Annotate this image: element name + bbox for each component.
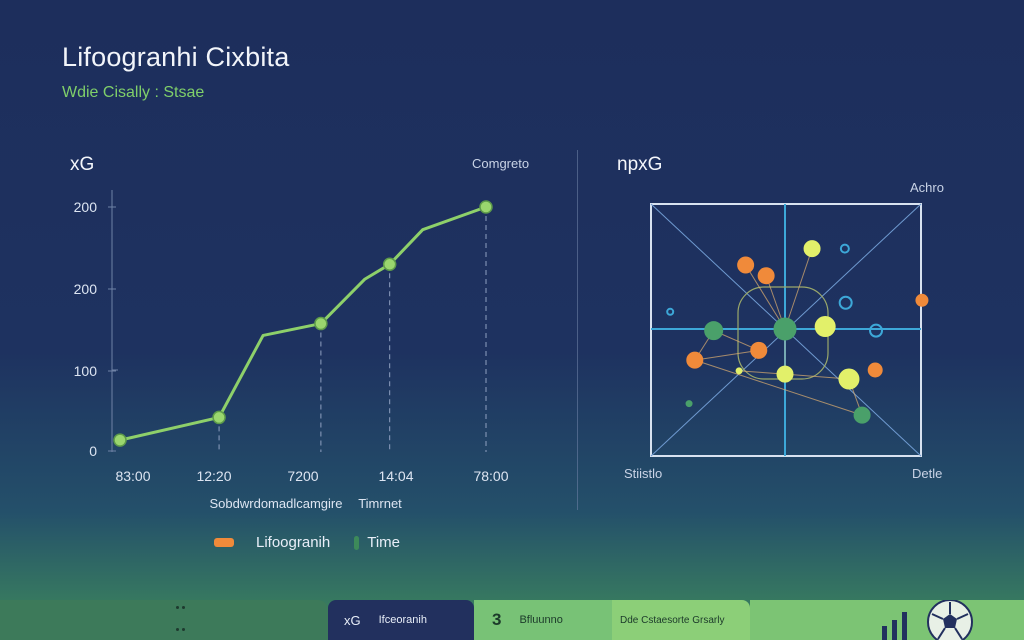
scatter-chart-title: npxG bbox=[617, 154, 663, 175]
scatter-point bbox=[803, 240, 821, 258]
bottom-bar-right bbox=[750, 600, 1024, 640]
page-title: Lifoogranhi Cixbita bbox=[62, 42, 290, 72]
scatter-point bbox=[750, 341, 768, 359]
scatter-point bbox=[685, 400, 693, 408]
line-data-point bbox=[212, 410, 226, 425]
line-y-tick-label: 0 bbox=[89, 443, 97, 459]
bottom-tab-3[interactable]: 3 Bfluunno bbox=[474, 600, 612, 640]
scatter-link bbox=[694, 359, 863, 416]
line-x-tick-label: 7200 bbox=[287, 468, 318, 484]
scatter-point bbox=[757, 267, 775, 285]
line-data-point bbox=[113, 433, 127, 447]
line-chart-title: xG bbox=[70, 154, 95, 175]
line-y-tick-label: 200 bbox=[74, 199, 98, 215]
scatter-link bbox=[784, 373, 849, 380]
line-x-axis-label: Sobdwrdomadlcamgire bbox=[210, 496, 343, 511]
scatter-point bbox=[737, 256, 755, 274]
bottom-tab-3-number: 3 bbox=[492, 610, 502, 629]
line-data-point bbox=[479, 200, 493, 214]
legend-swatch-orange bbox=[214, 538, 234, 547]
scatter-point bbox=[867, 362, 883, 378]
scatter-point bbox=[838, 368, 860, 390]
bottom-tab-xg-text: Ifceoranih bbox=[378, 614, 427, 626]
scatter-point bbox=[915, 293, 929, 307]
scatter-point bbox=[686, 351, 704, 369]
soccer-ball-icon bbox=[927, 600, 973, 640]
legend-label-series1: Lifoogranih bbox=[256, 534, 331, 551]
line-x-tick-label: 12:20 bbox=[196, 468, 231, 484]
scatter-point bbox=[735, 367, 743, 375]
bar-icon-1 bbox=[882, 626, 887, 640]
bottom-tab-3-text: Bfluunno bbox=[519, 614, 563, 626]
line-data-point bbox=[382, 257, 397, 272]
scatter-point bbox=[838, 295, 853, 310]
scatter-link bbox=[784, 248, 813, 330]
line-x-tick-label: 78:00 bbox=[473, 468, 508, 484]
line-series bbox=[119, 205, 487, 442]
scatter-corner-top: Achro bbox=[910, 180, 944, 195]
scatter-point bbox=[839, 243, 850, 254]
page-subtitle: Wdie Cisally : Stsae bbox=[62, 84, 205, 101]
line-x-tick-label: 83:00 bbox=[115, 468, 150, 484]
scatter-corner-bottom-right: Detle bbox=[912, 466, 943, 481]
line-x-tick-label: 14:04 bbox=[378, 468, 413, 484]
scatter-point bbox=[814, 316, 836, 338]
line-chart-corner-label: Comgreto bbox=[472, 156, 530, 171]
scatter-point bbox=[704, 321, 724, 341]
bottom-tab-xg[interactable]: xG Ifceoranih bbox=[328, 600, 474, 640]
line-x-axis-label-2: Timrnet bbox=[358, 496, 402, 511]
bottom-tab-status[interactable]: Dde Cstaesorte Grsarly bbox=[612, 600, 750, 640]
bottom-bar-decor bbox=[882, 600, 973, 640]
scatter-point bbox=[776, 365, 794, 383]
line-y-tick-label: 200 bbox=[74, 281, 98, 297]
bottom-tab-xg-label: xG bbox=[344, 612, 361, 628]
scatter-point bbox=[666, 307, 675, 316]
line-y-tick-label: 100 bbox=[74, 363, 98, 379]
bottom-bar-left bbox=[0, 600, 328, 640]
legend-swatch-green bbox=[354, 535, 360, 550]
legend-label-series2: Time bbox=[367, 534, 401, 551]
scatter-point bbox=[869, 323, 884, 338]
line-data-point bbox=[314, 316, 328, 331]
scatter-corner-bottom-left: Stiistlo bbox=[624, 466, 663, 481]
scatter-link bbox=[694, 349, 759, 361]
bar-icon-2 bbox=[892, 620, 897, 640]
scatter-link bbox=[745, 264, 786, 330]
bar-icon-3 bbox=[902, 612, 907, 640]
bottom-tab-status-text: Dde Cstaesorte Grsarly bbox=[620, 614, 725, 626]
legend: Lifoogranih Time bbox=[214, 534, 400, 551]
panel-divider bbox=[577, 150, 578, 510]
bottom-bar: xG Ifceoranih 3 Bfluunno Dde Cstaesorte … bbox=[0, 600, 1024, 640]
scatter-point bbox=[773, 317, 797, 341]
scatter-point bbox=[853, 406, 871, 424]
